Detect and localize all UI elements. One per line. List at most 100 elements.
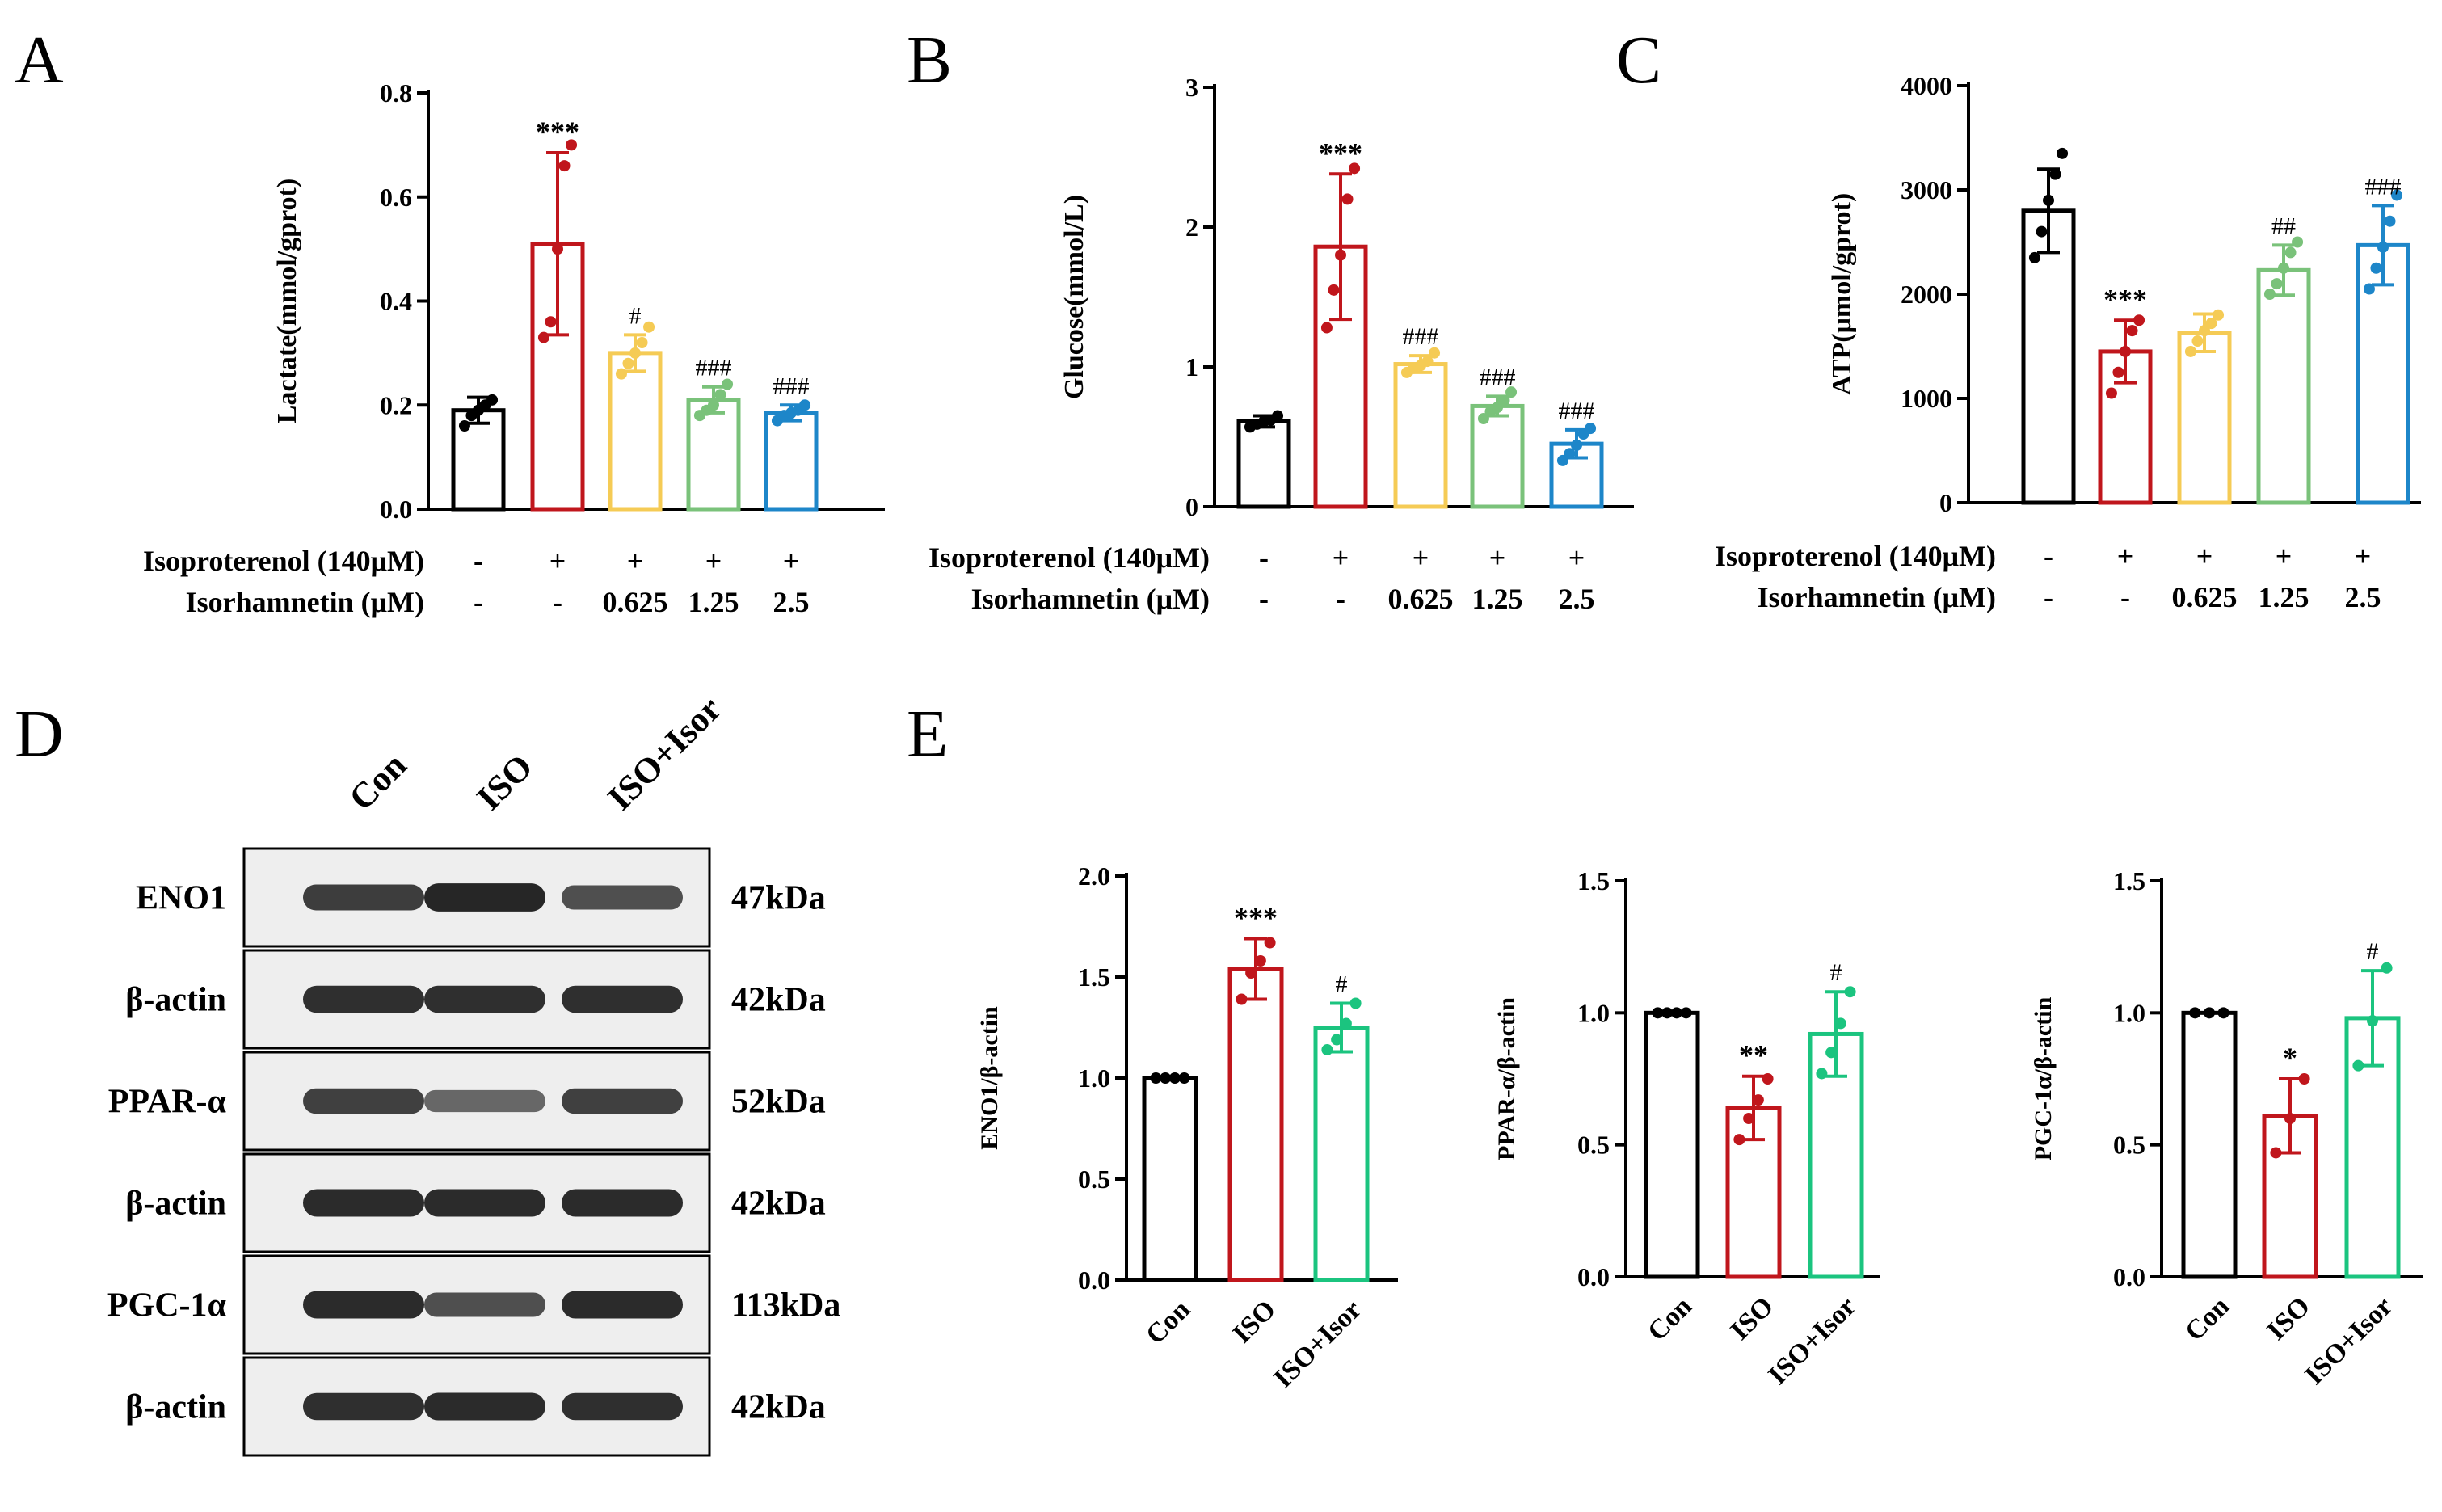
y-tick-label: 1.5 (2113, 866, 2145, 895)
protein-label: β-actin (125, 1186, 226, 1223)
isorhamnetin-label: Isorhamnetin (μM) (1758, 581, 1996, 613)
significance-label: # (2367, 938, 2379, 965)
chart-4: 0.0 0.5 1.0 1.5 2.0 ENO1/β-actin *** # Con ISOISO… (976, 861, 1398, 1394)
molecular-weight-label: 42kDa (731, 1186, 826, 1223)
western-blot: Con ISO ISO+Isor ENO1 47kDa β-actin 42kDa PPAR-… (107, 689, 840, 1457)
data-point (2191, 335, 2204, 347)
data-point (1236, 993, 1248, 1005)
data-point (558, 160, 571, 172)
chart-2: 0 1 2 3 Glucose(mmol/L) *** ### ### ### (1059, 73, 1634, 521)
isorhamnetin-value: 1.25 (688, 586, 739, 618)
y-tick-label: 0.0 (2113, 1262, 2145, 1291)
y-tick-label: 2 (1185, 213, 1198, 242)
data-point (714, 389, 726, 401)
isoproterenol-label: Isoproterenol (140μM) (1715, 540, 1996, 572)
data-point (2270, 1147, 2282, 1159)
charts-layer: 0.00.20.40.60.8Lactate(mmol/gprot)***###… (272, 71, 2423, 1394)
isorhamnetin-value: - (1336, 583, 1345, 615)
blot-row: β-actin 42kDa (125, 1356, 826, 1457)
data-point (799, 399, 811, 411)
data-point (2213, 309, 2225, 321)
data-point (2204, 1007, 2215, 1019)
data-point (1272, 410, 1284, 422)
isorhamnetin-label: Isorhamnetin (μM) (971, 583, 1210, 615)
significance-label: ### (773, 373, 810, 399)
isoproterenol-value: - (2044, 540, 2053, 572)
y-tick-label: 1.5 (1078, 962, 1110, 992)
data-point (1492, 402, 1503, 414)
lane-label: Con (341, 745, 414, 818)
blot-band (303, 1291, 424, 1319)
data-point (1652, 1007, 1664, 1019)
x-tick-label: ISO (2261, 1291, 2316, 1346)
data-point (1564, 448, 1576, 460)
significance-label: ### (696, 355, 732, 381)
blot-band (303, 985, 424, 1013)
blot-row: β-actin 42kDa (125, 1152, 826, 1253)
data-point (1505, 386, 1518, 398)
data-point (1160, 1072, 1172, 1084)
blot-band (562, 1392, 683, 1421)
bar (2256, 267, 2311, 505)
data-point (2199, 325, 2210, 337)
bar (1313, 244, 1368, 509)
data-point (2184, 345, 2196, 357)
data-point (1733, 1134, 1745, 1146)
bar (2177, 331, 2232, 505)
data-point (1762, 1073, 1774, 1085)
blot-band (424, 1189, 545, 1217)
data-point (2036, 225, 2048, 238)
data-point (1340, 1017, 1352, 1030)
isorhamnetin-value: - (2120, 581, 2130, 613)
data-point (1421, 356, 1434, 368)
data-point (1816, 1068, 1828, 1080)
significance-label: # (1336, 971, 1348, 998)
data-point (1477, 413, 1489, 425)
isorhamnetin-value: - (474, 586, 483, 618)
blot-row: PGC-1α 113kDa (107, 1254, 840, 1355)
isorhamnetin-value: 2.5 (1559, 583, 1595, 615)
blot-band (303, 1189, 424, 1217)
significance-label: ** (1739, 1039, 1768, 1072)
blot-row: β-actin 42kDa (125, 949, 826, 1050)
bar (1236, 419, 1291, 509)
data-point (1585, 423, 1597, 435)
significance-label: * (2283, 1042, 2297, 1074)
isorhamnetin-value: 2.5 (2345, 581, 2381, 613)
isoproterenol-value: + (2276, 540, 2293, 572)
bar (1644, 1010, 1700, 1279)
data-point (629, 347, 641, 359)
blot-band (562, 1291, 683, 1319)
data-point (2352, 1059, 2364, 1072)
data-point (2284, 1113, 2296, 1124)
isorhamnetin-value: 1.25 (1472, 583, 1523, 615)
data-point (566, 139, 578, 151)
y-axis-label: PGC-1α/β-actin (2030, 996, 2057, 1160)
data-point (2391, 189, 2403, 201)
panel-letter-d: D (15, 697, 64, 772)
data-point (1349, 162, 1361, 175)
data-point (1245, 967, 1257, 979)
isorhamnetin-value: 0.625 (603, 586, 668, 618)
y-tick-label: 1.0 (1577, 998, 1610, 1027)
data-point (2133, 314, 2145, 326)
bar (1142, 1076, 1198, 1282)
y-tick-label: 3 (1185, 73, 1198, 102)
data-point (2377, 241, 2389, 253)
data-point (2367, 1015, 2378, 1027)
treatment-tables: Isoproterenol (140μM) Isorhamnetin (μM) - -… (143, 540, 2381, 618)
data-point (1150, 1072, 1162, 1084)
chart-6: 0.0 0.5 1.0 1.5 PGC-1α/β-actin * # Con ISOISO+Is… (2030, 866, 2423, 1391)
panel-letter-e: E (907, 697, 948, 772)
data-point (2043, 194, 2054, 206)
y-tick-label: 1.0 (1078, 1063, 1110, 1093)
blot-band (562, 985, 683, 1013)
chart-1: 0.00.20.40.60.8Lactate(mmol/gprot)***###… (272, 78, 885, 524)
y-tick-label: 0 (1939, 488, 1952, 517)
y-tick-label: 0.5 (2113, 1131, 2145, 1160)
x-tick-label: Con (1642, 1291, 1698, 1347)
data-point (2126, 325, 2138, 337)
data-point (2284, 246, 2297, 259)
